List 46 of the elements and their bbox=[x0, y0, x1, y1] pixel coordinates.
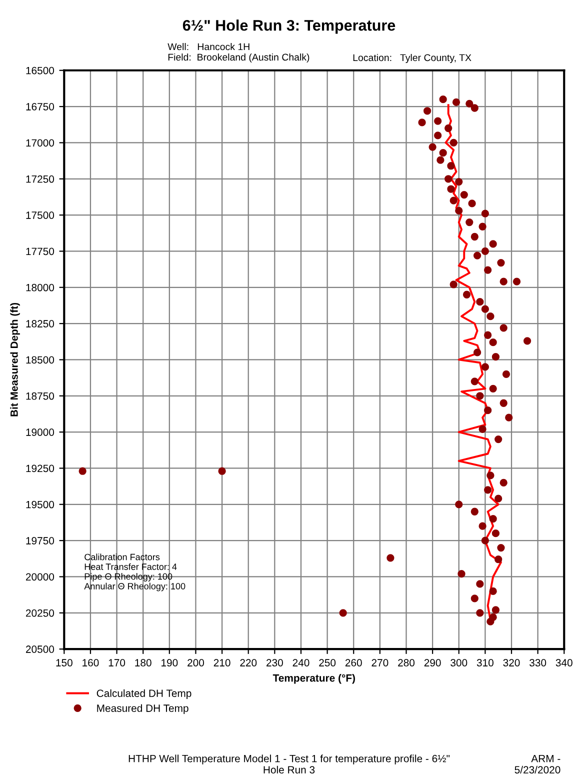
y-tick-label: 17750 bbox=[26, 248, 54, 256]
text: Well: Hancock 1H Field: Brookeland (Austin Chalk) Location: Tyler County, TX bbox=[168, 43, 472, 64]
y-tick-label: 20000 bbox=[26, 573, 54, 581]
y-tick-label: 16500 bbox=[26, 66, 54, 74]
x-tick-label: 250 bbox=[319, 659, 336, 666]
legend-label: Calculated DH Temp bbox=[96, 689, 192, 700]
y-tick-label: 20500 bbox=[26, 646, 54, 653]
y-tick-label: 17250 bbox=[26, 175, 54, 183]
x-tick-label: 340 bbox=[556, 659, 572, 666]
x-tick-label: 170 bbox=[108, 659, 126, 666]
y-tick-label: 19250 bbox=[26, 464, 54, 472]
y-tick-label: 19750 bbox=[26, 537, 54, 544]
annotation: Calibration Factors Heat Transfer Factor: 4 Pipe Θ Rheology: 100 Annular Θ Rheology: 100 bbox=[84, 554, 186, 592]
x-axis-title: Temperature (°F) bbox=[272, 674, 355, 684]
x-tick-label: 240 bbox=[292, 659, 310, 666]
x-tick-label: 320 bbox=[503, 659, 520, 666]
x-tick-label: 300 bbox=[450, 659, 468, 666]
y-tick-label: 17500 bbox=[26, 212, 54, 219]
y-axis-title: Bit Measured Depth (ft) bbox=[10, 302, 20, 416]
x-tick-label: 270 bbox=[372, 659, 388, 666]
x-tick-label: 290 bbox=[424, 659, 441, 666]
y-tick-label: 20250 bbox=[26, 609, 54, 617]
x-tick-label: 220 bbox=[240, 659, 257, 666]
x-tick-label: 330 bbox=[530, 659, 546, 666]
x-tick-label: 190 bbox=[162, 659, 178, 666]
x-tick-label: 230 bbox=[266, 659, 283, 666]
y-tick-label: 18250 bbox=[26, 320, 54, 328]
x-tick-label: 210 bbox=[214, 659, 230, 666]
text: ARM - 5/23/2020 bbox=[514, 755, 560, 774]
y-tick-label: 19000 bbox=[26, 428, 54, 436]
x-tick-label: 310 bbox=[476, 659, 494, 666]
y-tick-label: 18000 bbox=[26, 284, 54, 292]
x-tick-label: 150 bbox=[56, 659, 72, 666]
x-tick-label: 180 bbox=[135, 659, 152, 666]
chart-title: 6½" Hole Run 3: Temperature bbox=[182, 20, 396, 34]
y-tick-label: 17000 bbox=[26, 139, 54, 147]
x-tick-label: 280 bbox=[398, 659, 415, 666]
legend-label: Measured DH Temp bbox=[97, 704, 188, 714]
x-tick-label: 200 bbox=[188, 659, 204, 666]
x-tick-label: 260 bbox=[345, 659, 362, 666]
y-tick-label: 16750 bbox=[26, 103, 54, 110]
y-tick-label: 18750 bbox=[26, 392, 54, 400]
y-tick-label: 19500 bbox=[26, 500, 54, 508]
x-tick-label: 160 bbox=[82, 659, 99, 666]
y-tick-label: 18500 bbox=[26, 356, 54, 364]
text: HTHP Well Temperature Model 1 - Test 1 for temperature profile - 6½" Hole Run 3 bbox=[128, 754, 450, 774]
